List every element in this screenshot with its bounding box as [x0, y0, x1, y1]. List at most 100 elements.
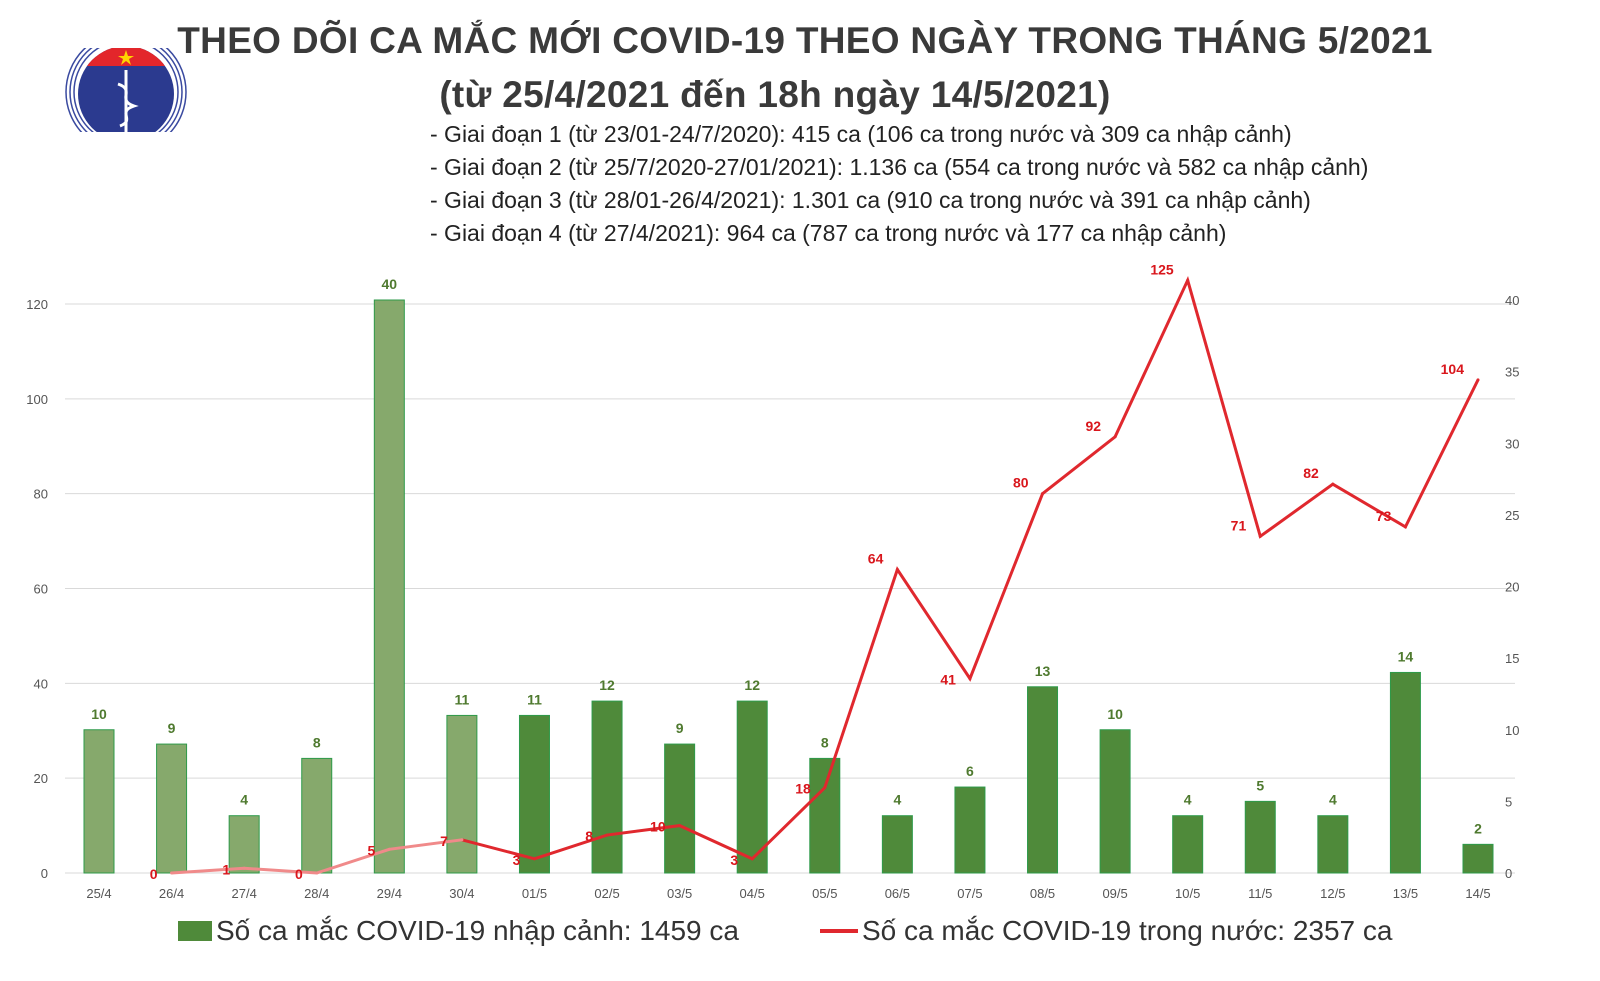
- bar-data-label: 4: [893, 792, 901, 808]
- bar: [954, 786, 986, 874]
- bar: [446, 714, 478, 874]
- bar: [1172, 815, 1204, 874]
- x-axis-tick: 01/5: [522, 886, 547, 901]
- bar: [1389, 671, 1421, 874]
- bar: [228, 815, 260, 874]
- x-axis-tick: 06/5: [885, 886, 910, 901]
- phase-note: - Giai đoạn 4 (từ 27/4/2021): 964 ca (78…: [430, 220, 1227, 246]
- x-axis-tick: 26/4: [159, 886, 184, 901]
- right-axis-tick: 40: [1505, 293, 1519, 308]
- x-axis-tick: 14/5: [1465, 886, 1490, 901]
- bar: [518, 714, 550, 874]
- left-axis-tick: 0: [41, 866, 48, 881]
- bar: [83, 729, 115, 874]
- legend-swatch-bar: [178, 921, 212, 941]
- bar: [591, 700, 623, 874]
- bar-data-label: 2: [1474, 820, 1482, 836]
- right-axis-tick: 25: [1505, 508, 1519, 523]
- line-data-label: 41: [940, 672, 956, 688]
- line-point: [170, 871, 174, 875]
- line-data-label: 5: [368, 842, 376, 858]
- line-point: [823, 786, 827, 790]
- x-axis-tick: 30/4: [449, 886, 474, 901]
- bar: [809, 757, 841, 874]
- x-axis-tick: 11/5: [1248, 886, 1272, 901]
- bar: [1244, 800, 1276, 874]
- legend-swatch-line: [820, 929, 858, 933]
- bar-data-label: 14: [1398, 648, 1414, 664]
- right-axis-tick: 15: [1505, 651, 1519, 666]
- line-data-label: 73: [1376, 508, 1392, 524]
- phase-notes: - Giai đoạn 1 (từ 23/01-24/7/2020): 415 …: [430, 118, 1368, 250]
- line-point: [895, 568, 899, 572]
- phase-note: - Giai đoạn 3 (từ 28/01-26/4/2021): 1.30…: [430, 187, 1311, 213]
- legend-item-domestic: Số ca mắc COVID-19 trong nước: 2357 ca: [820, 915, 1392, 947]
- left-axis-tick: 100: [26, 392, 48, 407]
- line-data-label: 92: [1086, 418, 1102, 434]
- line-point: [1186, 278, 1190, 282]
- line-point: [968, 677, 972, 681]
- line-data-label: 1: [222, 861, 230, 877]
- bar-data-label: 5: [1256, 777, 1264, 793]
- line-data-label: 0: [295, 866, 303, 882]
- line-data-label: 82: [1303, 465, 1319, 481]
- bar: [881, 815, 913, 874]
- right-axis-tick: 10: [1505, 723, 1519, 738]
- x-axis-tick: 08/5: [1030, 886, 1055, 901]
- line-data-label: 125: [1150, 261, 1174, 277]
- line-data-label: 3: [513, 852, 521, 868]
- x-axis-tick: 28/4: [304, 886, 329, 901]
- line-point: [1041, 492, 1045, 496]
- x-axis-tick: 05/5: [812, 886, 837, 901]
- legend-item-imported: Số ca mắc COVID-19 nhập cảnh: 1459 ca: [178, 915, 739, 947]
- bar: [664, 743, 696, 874]
- line-point: [1331, 482, 1335, 486]
- chart-title: THEO DÕI CA MẮC MỚI COVID-19 THEO NGÀY T…: [177, 20, 1433, 61]
- line-point: [678, 824, 682, 828]
- bar: [301, 757, 333, 874]
- line-data-label: 104: [1441, 361, 1465, 377]
- x-axis-tick: 04/5: [740, 886, 765, 901]
- line-data-label: 3: [730, 852, 738, 868]
- bar-data-label: 4: [1184, 792, 1192, 808]
- line-point: [1258, 534, 1262, 538]
- bar-data-label: 11: [527, 691, 542, 707]
- ministry-of-health-logo: [65, 28, 187, 156]
- phase-note: - Giai đoạn 1 (từ 23/01-24/7/2020): 415 …: [430, 121, 1292, 147]
- x-axis-tick: 07/5: [957, 886, 982, 901]
- line-point: [242, 866, 246, 870]
- bar-data-label: 8: [821, 734, 829, 750]
- bar-data-label: 9: [676, 720, 684, 736]
- x-axis-tick: 02/5: [594, 886, 619, 901]
- bar: [373, 299, 405, 874]
- left-axis-tick: 120: [26, 297, 48, 312]
- right-axis-tick: 30: [1505, 436, 1519, 451]
- right-axis-tick: 5: [1505, 794, 1512, 809]
- legend-label-imported: Số ca mắc COVID-19 nhập cảnh: 1459 ca: [216, 915, 739, 946]
- line-point: [1113, 435, 1117, 439]
- bar-data-label: 8: [313, 734, 321, 750]
- left-axis-tick: 60: [34, 582, 48, 597]
- bar-data-label: 4: [1329, 792, 1337, 808]
- bar: [736, 700, 768, 874]
- bar: [1027, 686, 1059, 874]
- bar: [1462, 843, 1494, 874]
- bar-data-label: 6: [966, 763, 974, 779]
- line-data-label: 7: [440, 833, 448, 849]
- bar-data-label: 4: [240, 792, 248, 808]
- line-data-label: 80: [1013, 475, 1029, 491]
- bar-data-label: 12: [599, 677, 615, 693]
- line-data-label: 18: [795, 781, 811, 797]
- bar-data-label: 40: [382, 276, 398, 292]
- x-axis-tick: 03/5: [667, 886, 692, 901]
- x-axis-tick: 12/5: [1320, 886, 1345, 901]
- line-data-label: 8: [585, 828, 593, 844]
- line-data-label: 71: [1231, 517, 1247, 533]
- line-data-label: 0: [150, 866, 158, 882]
- bar: [1099, 729, 1131, 874]
- left-axis-tick: 20: [34, 771, 48, 786]
- line-point: [1476, 378, 1480, 382]
- phase-note: - Giai đoạn 2 (từ 25/7/2020-27/01/2021):…: [430, 154, 1369, 180]
- bar-data-label: 13: [1035, 663, 1051, 679]
